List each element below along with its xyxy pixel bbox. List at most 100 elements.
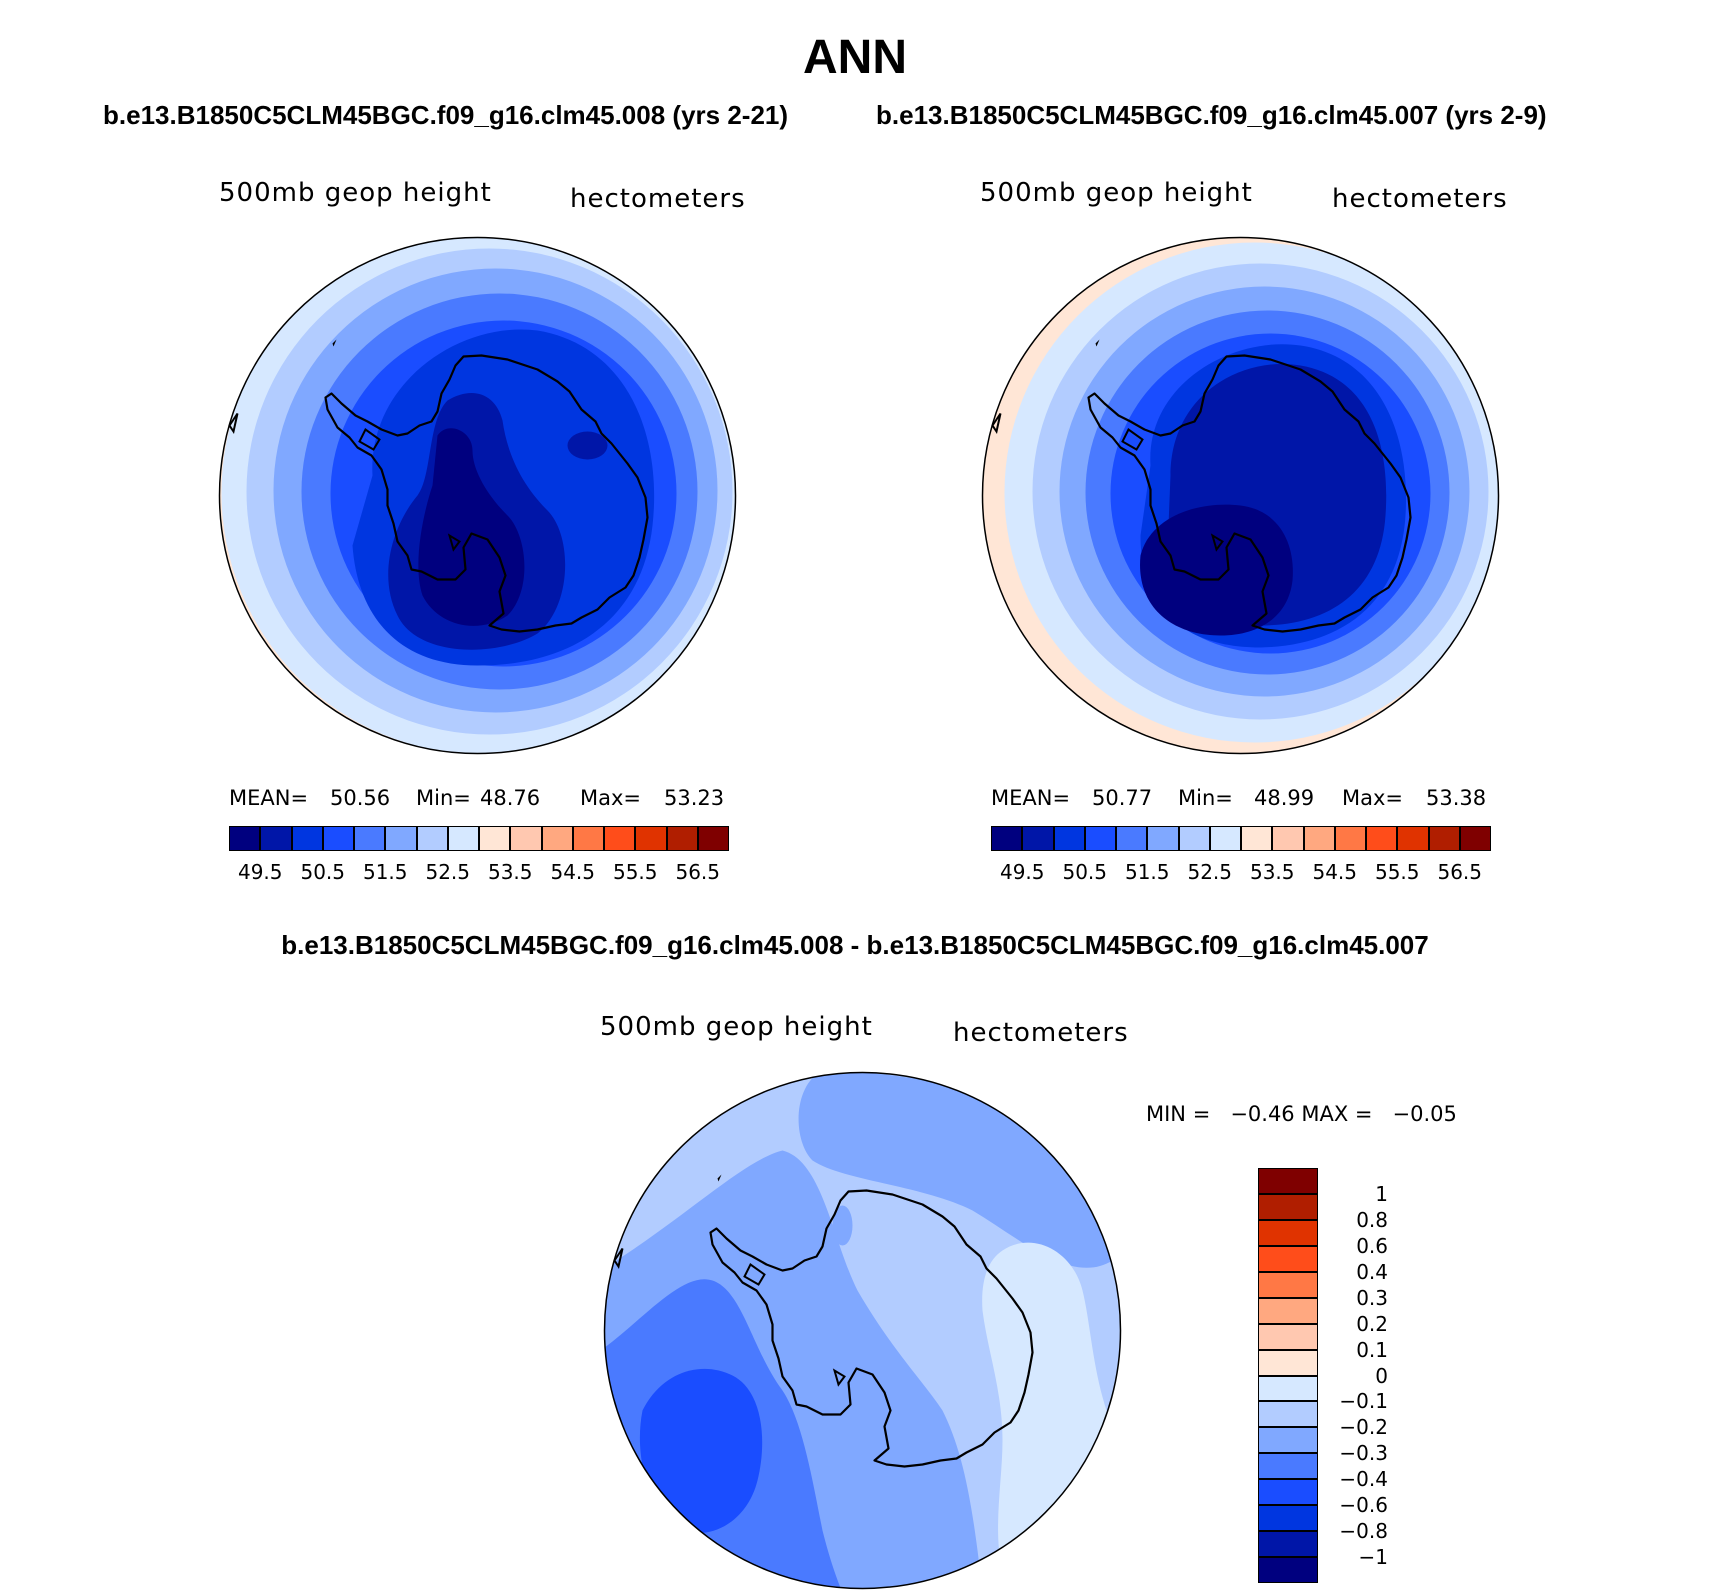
colorbar-tick-label: 0.8 bbox=[1356, 1207, 1388, 1232]
left-case-title: b.e13.B1850C5CLM45BGC.f09_g16.clm45.008 … bbox=[103, 100, 789, 130]
colorbar-tick-label: 51.5 bbox=[1124, 860, 1170, 884]
colorbar-swatch bbox=[1258, 1375, 1318, 1402]
left-min-label: Min= bbox=[416, 786, 471, 810]
colorbar-swatch bbox=[1366, 826, 1398, 851]
right-variable-label: 500mb geop height bbox=[980, 178, 1253, 208]
colorbar-tick-label: −1 bbox=[1358, 1545, 1388, 1570]
colorbar-tick-label: 52.5 bbox=[425, 860, 471, 884]
left-max-label: Max= bbox=[580, 786, 642, 810]
colorbar-swatch bbox=[1258, 1271, 1318, 1298]
colorbar-swatch bbox=[1258, 1401, 1318, 1428]
left-colorbar bbox=[229, 826, 729, 851]
antarctica-coastline bbox=[709, 1189, 1034, 1468]
diff-colorbar-labels: 1 0.8 0.6 0.4 0.3 0.2 0.1 0 −0.1 −0.2 −0.3 −0.4 −0.6… bbox=[1328, 1168, 1448, 1583]
colorbar-tick-label: 51.5 bbox=[362, 860, 408, 884]
colorbar-swatch bbox=[1258, 1479, 1318, 1506]
difference-title: b.e13.B1850C5CLM45BGC.f09_g16.clm45.008 … bbox=[281, 930, 1429, 960]
colorbar-swatch bbox=[1241, 826, 1273, 851]
colorbar-swatch bbox=[1258, 1505, 1318, 1532]
colorbar-swatch bbox=[1258, 1531, 1318, 1558]
left-mean-label: MEAN= bbox=[229, 786, 309, 810]
right-polar-map bbox=[981, 236, 1500, 755]
colorbar-swatch bbox=[604, 826, 636, 851]
left-min-value: 48.76 bbox=[480, 786, 541, 810]
difference-polar-map bbox=[603, 1071, 1122, 1590]
colorbar-tick-label: −0.1 bbox=[1339, 1389, 1388, 1414]
colorbar-tick-label: 1 bbox=[1375, 1181, 1388, 1206]
colorbar-swatch bbox=[416, 826, 448, 851]
colorbar-swatch bbox=[1258, 1219, 1318, 1246]
colorbar-tick-label: 50.5 bbox=[1062, 860, 1108, 884]
right-min-label: Min= bbox=[1178, 786, 1233, 810]
colorbar-tick-label: 0.3 bbox=[1356, 1285, 1388, 1310]
colorbar-tick-label: 54.5 bbox=[550, 860, 596, 884]
colorbar-swatch bbox=[1178, 826, 1210, 851]
colorbar-swatch bbox=[1303, 826, 1335, 851]
colorbar-swatch bbox=[697, 826, 729, 851]
right-max-value: 53.38 bbox=[1426, 786, 1487, 810]
diff-colorbar bbox=[1258, 1168, 1318, 1583]
antarctica-coastline bbox=[1087, 354, 1412, 633]
colorbar-tick-label: 55.5 bbox=[1374, 860, 1420, 884]
colorbar-swatch bbox=[541, 826, 573, 851]
left-variable-label: 500mb geop height bbox=[219, 178, 492, 208]
colorbar-swatch bbox=[1397, 826, 1429, 851]
colorbar-swatch bbox=[1258, 1427, 1318, 1454]
colorbar-tick-label: 49.5 bbox=[999, 860, 1045, 884]
left-max-value: 53.23 bbox=[664, 786, 725, 810]
colorbar-swatch bbox=[1258, 1168, 1318, 1194]
page-title: ANN bbox=[803, 31, 907, 84]
right-mean-value: 50.77 bbox=[1092, 786, 1153, 810]
right-mean-label: MEAN= bbox=[991, 786, 1071, 810]
colorbar-tick-label: −0.6 bbox=[1339, 1493, 1388, 1518]
right-max-label: Max= bbox=[1342, 786, 1404, 810]
diff-min-max-text: MIN = −0.46 MAX = −0.05 bbox=[1146, 1102, 1457, 1126]
colorbar-swatch bbox=[260, 826, 292, 851]
colorbar-swatch bbox=[1258, 1349, 1318, 1376]
colorbar-swatch bbox=[1209, 826, 1241, 851]
colorbar-swatch bbox=[322, 826, 354, 851]
colorbar-tick-label: −0.2 bbox=[1339, 1415, 1388, 1440]
left-units-label: hectometers bbox=[570, 184, 746, 214]
diff-units-label: hectometers bbox=[953, 1018, 1129, 1048]
colorbar-swatch bbox=[1258, 1323, 1318, 1350]
colorbar-swatch bbox=[1116, 826, 1148, 851]
colorbar-swatch bbox=[1147, 826, 1179, 851]
right-min-value: 48.99 bbox=[1254, 786, 1315, 810]
colorbar-swatch bbox=[354, 826, 386, 851]
colorbar-tick-label: 56.5 bbox=[1437, 860, 1483, 884]
colorbar-tick-label: 49.5 bbox=[237, 860, 283, 884]
right-units-label: hectometers bbox=[1332, 184, 1508, 214]
antarctica-coastline bbox=[324, 354, 649, 633]
right-colorbar-labels: 49.5 50.5 51.5 52.5 53.5 54.5 55.5 56.5 bbox=[991, 860, 1491, 884]
colorbar-tick-label: 53.5 bbox=[487, 860, 533, 884]
colorbar-swatch bbox=[1272, 826, 1304, 851]
colorbar-swatch bbox=[1258, 1557, 1318, 1583]
right-colorbar bbox=[991, 826, 1491, 851]
colorbar-swatch bbox=[1258, 1297, 1318, 1324]
colorbar-swatch bbox=[447, 826, 479, 851]
colorbar-swatch bbox=[510, 826, 542, 851]
colorbar-swatch bbox=[1258, 1193, 1318, 1220]
colorbar-swatch bbox=[1334, 826, 1366, 851]
colorbar-tick-label: 0.1 bbox=[1356, 1337, 1388, 1362]
colorbar-tick-label: 0.6 bbox=[1356, 1233, 1388, 1258]
colorbar-swatch bbox=[479, 826, 511, 851]
diff-variable-label: 500mb geop height bbox=[600, 1012, 873, 1042]
left-mean-value: 50.56 bbox=[330, 786, 391, 810]
colorbar-tick-label: 50.5 bbox=[300, 860, 346, 884]
colorbar-swatch bbox=[1084, 826, 1116, 851]
colorbar-swatch bbox=[385, 826, 417, 851]
colorbar-swatch bbox=[1258, 1453, 1318, 1480]
colorbar-swatch bbox=[1022, 826, 1054, 851]
colorbar-swatch bbox=[572, 826, 604, 851]
colorbar-swatch bbox=[991, 826, 1023, 851]
colorbar-tick-label: −0.4 bbox=[1339, 1467, 1388, 1492]
colorbar-tick-label: 56.5 bbox=[675, 860, 721, 884]
colorbar-tick-label: 52.5 bbox=[1187, 860, 1233, 884]
left-colorbar-labels: 49.5 50.5 51.5 52.5 53.5 54.5 55.5 56.5 bbox=[229, 860, 729, 884]
colorbar-tick-label: 0.2 bbox=[1356, 1311, 1388, 1336]
colorbar-tick-label: 0 bbox=[1375, 1363, 1388, 1388]
colorbar-swatch bbox=[1459, 826, 1491, 851]
colorbar-swatch bbox=[666, 826, 698, 851]
